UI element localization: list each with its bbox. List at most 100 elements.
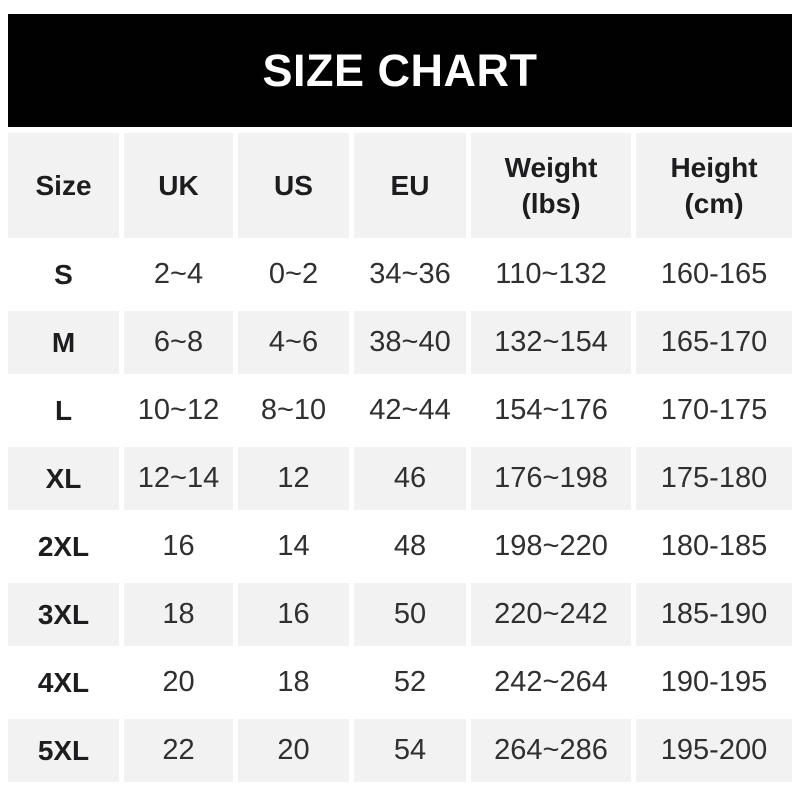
cell-uk: 16 [124,515,233,578]
cell-value: 175-180 [660,462,768,494]
column-header-label: Height [670,151,758,183]
column-header-weight: Weight (lbs) [471,133,631,238]
size-chart-banner: SIZE CHART [8,14,792,127]
cell-height: 175-180 [636,447,792,510]
column-header-size: Size [8,133,119,238]
row-size-label: 2XL [8,515,119,578]
column-header-label: UK [158,169,199,201]
column-header-sublabel: (cm) [684,187,744,219]
cell-value: 8~10 [260,394,327,426]
cell-value: 14 [277,530,310,562]
cell-value: 34~36 [369,258,451,290]
column-header-eu: EU [354,133,466,238]
cell-value: 190-195 [660,666,768,698]
cell-value: 54 [393,734,427,766]
size-chart-table: Size UK US EU Weight (lbs) Height (cm) S… [8,133,792,782]
cell-weight: 220~242 [471,583,631,646]
cell-value: 176~198 [494,462,608,494]
cell-height: 180-185 [636,515,792,578]
cell-value: 46 [393,462,427,494]
cell-value: 3XL [37,598,90,630]
cell-value: L [54,394,73,426]
cell-eu: 42~44 [354,379,466,442]
row-size-label: 4XL [8,651,119,714]
cell-value: S [54,258,73,290]
column-header-label: Size [35,169,92,201]
cell-us: 20 [238,719,349,782]
cell-value: 165-170 [660,326,768,358]
cell-value: 4XL [37,666,90,698]
cell-us: 0~2 [238,243,349,306]
cell-height: 185-190 [636,583,792,646]
row-size-label: L [8,379,119,442]
cell-value: 16 [162,530,195,562]
cell-value: 22 [162,734,195,766]
cell-value: 170-175 [660,394,768,426]
cell-us: 14 [238,515,349,578]
row-size-label: 3XL [8,583,119,646]
row-size-label: XL [8,447,119,510]
cell-uk: 2~4 [124,243,233,306]
cell-value: 2~4 [153,258,204,290]
column-header-label: Weight [504,151,598,183]
cell-value: 20 [162,666,195,698]
cell-value: 0~2 [268,258,319,290]
cell-value: 10~12 [137,394,220,426]
cell-value: 16 [277,598,310,630]
column-header-label: US [274,169,313,201]
cell-height: 165-170 [636,311,792,374]
cell-eu: 50 [354,583,466,646]
cell-value: 5XL [37,734,90,766]
cell-value: 110~132 [495,258,607,290]
cell-value: 160-165 [660,258,768,290]
cell-uk: 6~8 [124,311,233,374]
cell-value: 4~6 [268,326,319,358]
cell-value: 132~154 [494,326,608,358]
cell-value: 220~242 [494,598,608,630]
cell-eu: 46 [354,447,466,510]
cell-value: 52 [393,666,427,698]
cell-value: 50 [393,598,427,630]
column-header-sublabel: (lbs) [521,187,581,219]
cell-value: 48 [393,530,427,562]
cell-value: 242~264 [494,666,608,698]
cell-weight: 110~132 [471,243,631,306]
row-size-label: M [8,311,119,374]
cell-eu: 38~40 [354,311,466,374]
cell-us: 4~6 [238,311,349,374]
cell-us: 18 [238,651,349,714]
cell-value: M [51,326,76,358]
cell-uk: 10~12 [124,379,233,442]
cell-value: 20 [277,734,310,766]
cell-value: 185-190 [660,598,768,630]
cell-weight: 198~220 [471,515,631,578]
column-header-height: Height (cm) [636,133,792,238]
cell-eu: 52 [354,651,466,714]
cell-height: 195-200 [636,719,792,782]
cell-value: 264~286 [494,734,608,766]
cell-uk: 12~14 [124,447,233,510]
cell-eu: 48 [354,515,466,578]
size-chart-page: SIZE CHART Size UK US EU Weight (lbs) He… [8,0,792,782]
cell-height: 170-175 [636,379,792,442]
cell-value: 12 [277,462,310,494]
cell-uk: 18 [124,583,233,646]
cell-weight: 154~176 [471,379,631,442]
row-size-label: 5XL [8,719,119,782]
cell-value: 38~40 [369,326,451,358]
cell-weight: 176~198 [471,447,631,510]
column-header-us: US [238,133,349,238]
cell-height: 190-195 [636,651,792,714]
cell-weight: 242~264 [471,651,631,714]
cell-eu: 54 [354,719,466,782]
cell-weight: 264~286 [471,719,631,782]
cell-value: 2XL [37,530,90,562]
cell-value: 42~44 [369,394,451,426]
cell-value: XL [45,462,82,494]
cell-uk: 22 [124,719,233,782]
cell-us: 12 [238,447,349,510]
cell-value: 18 [277,666,310,698]
row-size-label: S [8,243,119,306]
cell-value: 195-200 [660,734,768,766]
column-header-label: EU [390,169,430,201]
